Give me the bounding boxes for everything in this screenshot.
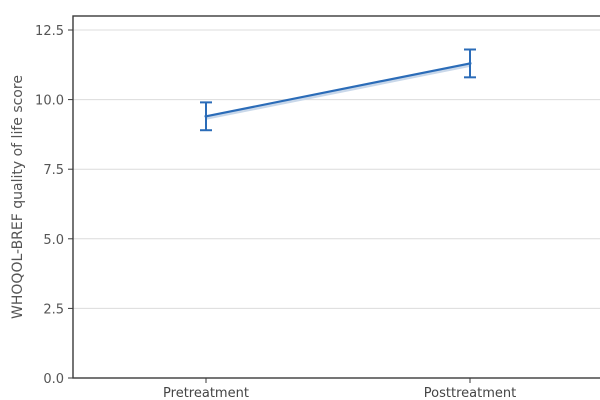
series-line-shadow	[205, 63, 471, 120]
y-axis-title: WHOQOL-BREF quality of life score	[10, 75, 26, 319]
x-tick-label: Pretreatment	[163, 386, 249, 400]
y-tick-label: 0.0	[43, 372, 64, 387]
plot-frame	[72, 15, 600, 379]
y-tick-label: 10.0	[35, 94, 64, 109]
y-tick-label: 12.5	[35, 24, 64, 39]
data-point	[468, 61, 472, 65]
y-tick-label: 5.0	[43, 233, 64, 248]
data-point	[204, 114, 208, 118]
y-tick-label: 2.5	[43, 302, 64, 317]
series-line	[205, 62, 471, 118]
y-tick-labels: 0.0 2.5 5.0 7.5 10.0 12.5	[35, 24, 64, 387]
x-tick-labels: Pretreatment Posttreatment	[163, 378, 516, 400]
gridlines	[68, 29, 600, 379]
series-layer	[200, 48, 476, 132]
x-tick-label: Posttreatment	[424, 386, 516, 400]
y-tick-label: 7.5	[43, 163, 64, 178]
